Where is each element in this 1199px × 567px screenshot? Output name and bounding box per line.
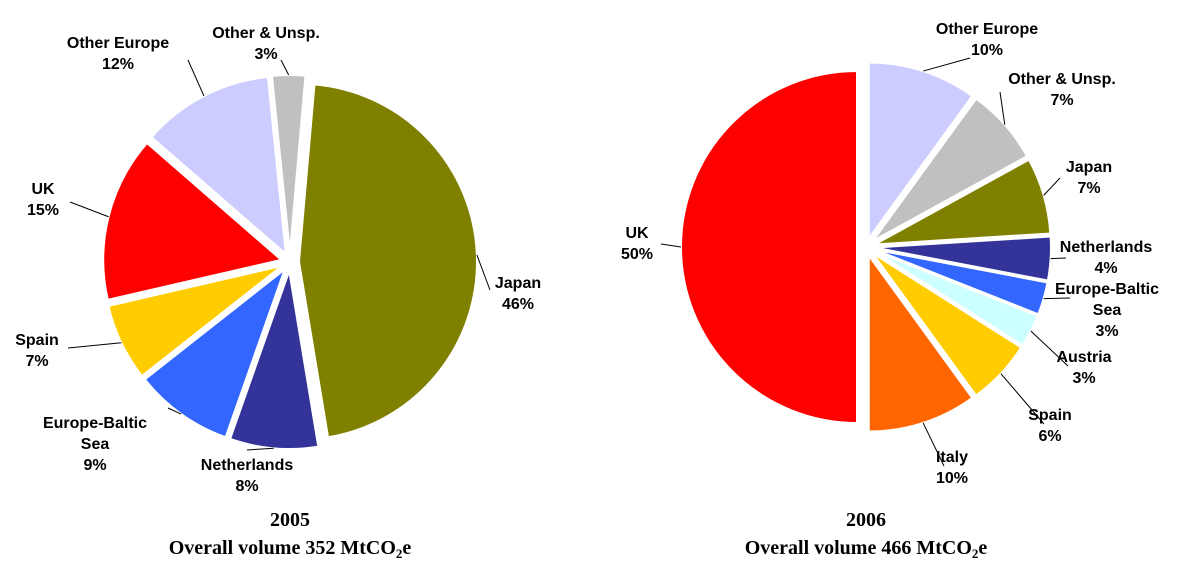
pie-chart-2006: Other Europe 10% Other & Unsp. 7% Japan 7% Net… — [621, 21, 1159, 561]
slice-label: Europe-Baltic Sea 9% — [43, 415, 147, 474]
pie-slice-uk — [680, 69, 858, 425]
leader-line — [246, 447, 274, 451]
slice-label: Spain 6% — [1028, 407, 1072, 445]
slice-label: UK 50% — [621, 225, 653, 263]
pie-slice-other-unsp — [270, 74, 307, 254]
pie-slice-spain — [871, 252, 1023, 397]
pie-slice-japan — [297, 83, 478, 439]
slice-label: Italy 10% — [936, 449, 968, 487]
pie-slice-netherlands — [228, 270, 320, 450]
pie-slice-austria — [873, 250, 1039, 347]
leader-line — [280, 59, 290, 76]
leader-line — [1043, 177, 1061, 196]
slice-label: Japan 7% — [1066, 159, 1112, 197]
chart-2006-caption: Overall volume 466 MtCO2e — [745, 537, 988, 561]
pie-slice-italy — [867, 252, 974, 433]
pie-slice-other-unsp — [871, 97, 1029, 242]
leader-line — [923, 57, 971, 72]
slice-label: UK 15% — [27, 181, 59, 219]
pie-2006-labels: Other Europe 10% Other & Unsp. 7% Japan 7% Net… — [621, 21, 1159, 487]
leader-line — [1043, 297, 1071, 300]
pie-2005-labels: Japan 46% Netherlands 8% Europe-Baltic Sea 9% S… — [15, 25, 541, 495]
slice-label: Spain 7% — [15, 332, 59, 370]
pie-slice-netherlands — [874, 235, 1052, 282]
slice-label: Other Europe 10% — [936, 21, 1038, 59]
leader-line — [187, 59, 205, 97]
slice-label: Other & Unsp. 7% — [1008, 71, 1116, 109]
pie-chart-2005: Japan 46% Netherlands 8% Europe-Baltic Sea 9% S… — [15, 25, 541, 561]
pie-2006-slices — [680, 61, 1052, 433]
leader-line — [476, 254, 491, 291]
chart-2006-year: 2006 — [846, 509, 886, 531]
pie-slice-spain — [107, 264, 283, 378]
slice-label: Europe-Baltic Sea 3% — [1055, 281, 1159, 340]
chart-2005-caption: Overall volume 352 MtCO2e — [169, 537, 412, 561]
leader-line — [69, 201, 109, 218]
slice-label: Other Europe 12% — [67, 35, 169, 73]
leader-line — [1050, 257, 1067, 260]
leader-line — [1030, 330, 1069, 367]
slice-label: Other & Unsp. 3% — [212, 25, 320, 63]
leader-line — [167, 407, 182, 415]
leader-line — [1000, 373, 1045, 425]
leader-line — [660, 243, 682, 248]
pie-slice-other-europe — [867, 61, 974, 242]
chart-2005-year: 2005 — [270, 509, 310, 531]
pie-2005-slices — [102, 74, 478, 450]
slice-label: Austria 3% — [1056, 349, 1111, 387]
leader-line — [999, 91, 1006, 125]
leader-line — [922, 422, 945, 467]
leader-line — [67, 342, 122, 349]
slice-label: Japan 46% — [495, 275, 541, 313]
slice-label: Netherlands 4% — [1060, 239, 1153, 277]
slice-label: Netherlands 8% — [201, 457, 294, 495]
pie-slice-other-europe — [150, 75, 288, 257]
